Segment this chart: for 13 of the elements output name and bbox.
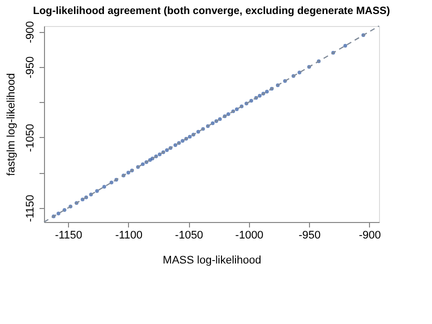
y-tick-label: -950 <box>24 56 36 78</box>
y-axis-title: fastglm log-likelihood <box>6 73 18 176</box>
x-tick-label: -1000 <box>235 230 264 242</box>
x-tick-label: -950 <box>298 230 321 242</box>
y-tick-label: -1150 <box>24 194 36 222</box>
x-tick-label: -1050 <box>175 230 204 242</box>
x-axis-title: MASS log-likelihood <box>162 254 262 266</box>
y-tick-label: -1050 <box>24 124 36 152</box>
y-tick-label: -900 <box>24 21 36 44</box>
x-tick-label: -1100 <box>115 230 143 242</box>
x-tick-label: -1150 <box>54 230 82 242</box>
chart-title: Log-likelihood agreement (both converge, excluding degenerate MASS) <box>32 5 390 18</box>
x-tick-label: -900 <box>358 230 381 242</box>
